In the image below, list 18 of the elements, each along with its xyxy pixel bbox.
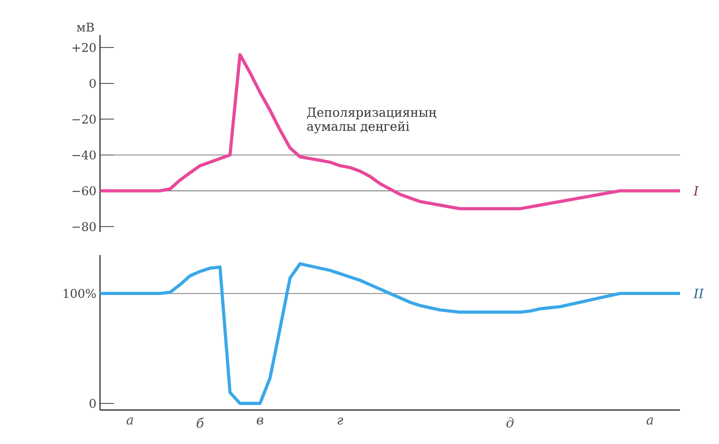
x-tick-label: д	[506, 417, 514, 428]
y-axis-title: мВ	[76, 22, 94, 32]
ref-line-label: Деполяризацияның аумалы деңгейі	[307, 108, 436, 134]
x-tick-label: а	[646, 417, 653, 425]
x-tick-label: б	[196, 417, 204, 428]
y-tick-label: 0	[90, 398, 96, 408]
y-tick-label: −40	[72, 150, 96, 160]
y-tick-label: −80	[72, 222, 96, 232]
x-tick-label: в	[256, 417, 264, 425]
series-label: II	[693, 288, 704, 298]
x-tick-label: а	[126, 417, 134, 425]
y-tick-label: 0	[90, 78, 96, 88]
y-tick-label: +20	[72, 42, 96, 52]
series-label: I	[693, 186, 699, 196]
y-tick-label: −60	[72, 186, 96, 196]
y-tick-label: −20	[72, 114, 96, 124]
y-tick-label: 100%	[64, 288, 96, 298]
x-tick-label: г	[338, 417, 344, 425]
